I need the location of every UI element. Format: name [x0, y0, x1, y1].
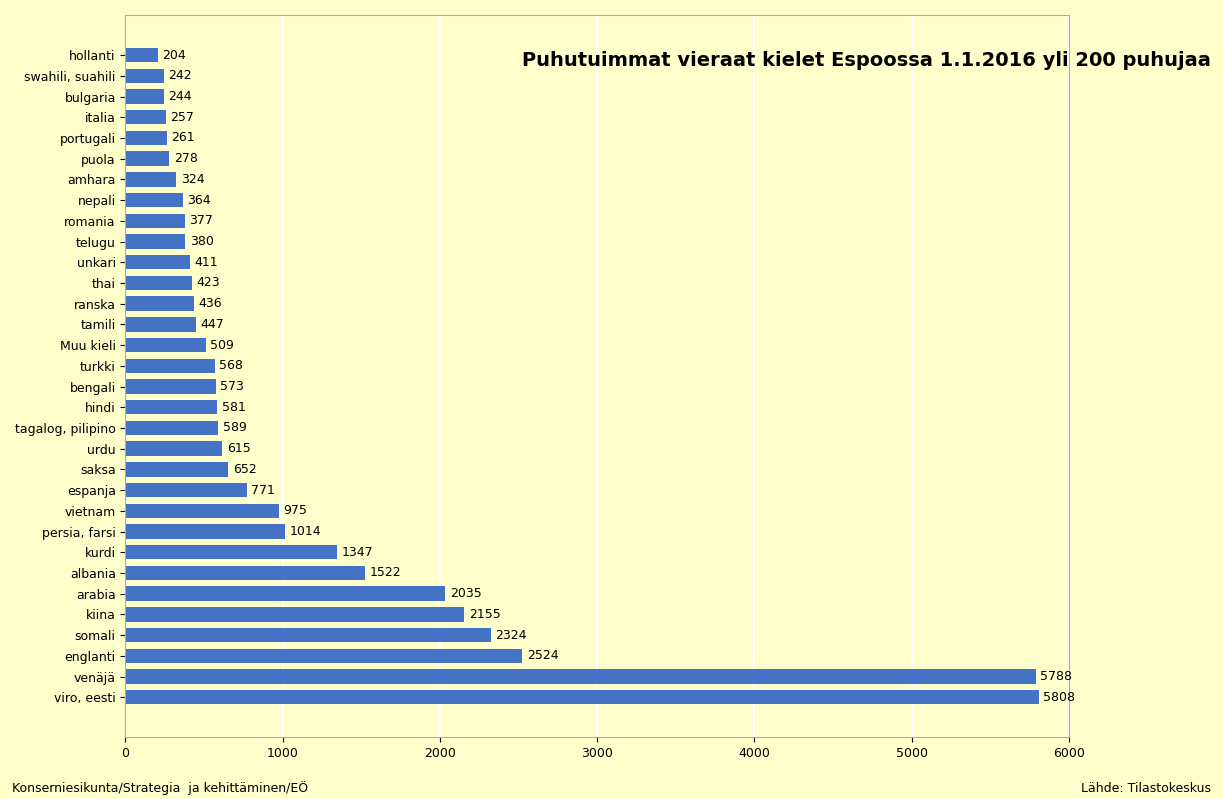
Bar — [126, 213, 185, 228]
Text: 1522: 1522 — [369, 566, 401, 579]
Bar — [126, 380, 215, 394]
Bar — [126, 172, 176, 187]
Text: 380: 380 — [190, 235, 214, 248]
Text: 975: 975 — [284, 504, 307, 517]
Bar — [126, 151, 169, 166]
Text: 204: 204 — [163, 49, 186, 62]
Text: Lähde: Tilastokeskus: Lähde: Tilastokeskus — [1081, 782, 1211, 795]
Text: 652: 652 — [232, 463, 257, 476]
Bar — [126, 524, 285, 539]
Text: 509: 509 — [210, 339, 234, 352]
Bar — [126, 110, 166, 125]
Bar — [126, 317, 196, 332]
Text: 436: 436 — [199, 297, 223, 310]
Bar — [126, 338, 205, 352]
Bar — [126, 607, 465, 622]
Bar — [126, 421, 218, 435]
Bar — [126, 359, 215, 373]
Text: 411: 411 — [194, 256, 219, 268]
Text: 1014: 1014 — [290, 525, 322, 538]
Text: 244: 244 — [169, 90, 192, 103]
Text: 5808: 5808 — [1043, 690, 1075, 704]
Bar — [126, 670, 1036, 684]
Text: 447: 447 — [201, 318, 224, 331]
Text: 2035: 2035 — [450, 587, 482, 600]
Text: 257: 257 — [170, 111, 194, 124]
Bar — [126, 234, 185, 248]
Text: Konserniesikunta/Strategia  ja kehittäminen/EÖ: Konserniesikunta/Strategia ja kehittämin… — [12, 781, 308, 795]
Text: 589: 589 — [223, 421, 247, 435]
Bar — [126, 503, 279, 518]
Text: 324: 324 — [181, 173, 204, 186]
Bar — [126, 89, 164, 104]
Bar — [126, 276, 192, 290]
Bar — [126, 545, 338, 559]
Text: 364: 364 — [187, 193, 212, 207]
Text: 423: 423 — [197, 276, 220, 289]
Text: 573: 573 — [220, 380, 245, 393]
Text: 2324: 2324 — [495, 629, 527, 642]
Text: 1347: 1347 — [342, 546, 373, 559]
Text: 2524: 2524 — [527, 650, 559, 662]
Text: 242: 242 — [169, 70, 192, 82]
Bar — [126, 441, 223, 456]
Bar — [126, 586, 445, 601]
Bar — [126, 131, 166, 145]
Text: 615: 615 — [227, 442, 251, 455]
Bar — [126, 69, 164, 83]
Bar — [126, 193, 182, 207]
Bar — [126, 690, 1038, 705]
Text: 2155: 2155 — [470, 608, 500, 621]
Bar — [126, 649, 522, 663]
Text: 377: 377 — [190, 214, 213, 227]
Text: 581: 581 — [221, 401, 246, 414]
Text: 261: 261 — [171, 132, 194, 145]
Bar — [126, 462, 227, 477]
Bar — [126, 255, 190, 269]
Text: 568: 568 — [219, 360, 243, 372]
Bar — [126, 296, 194, 311]
Bar — [126, 483, 247, 497]
Bar — [126, 400, 216, 415]
Text: 771: 771 — [252, 483, 275, 497]
Bar — [126, 566, 364, 580]
Text: Puhutuimmat vieraat kielet Espoossa 1.1.2016 yli 200 puhujaa: Puhutuimmat vieraat kielet Espoossa 1.1.… — [522, 51, 1211, 70]
Text: 5788: 5788 — [1041, 670, 1073, 683]
Text: 278: 278 — [174, 152, 198, 165]
Bar — [126, 48, 158, 62]
Bar — [126, 628, 490, 642]
